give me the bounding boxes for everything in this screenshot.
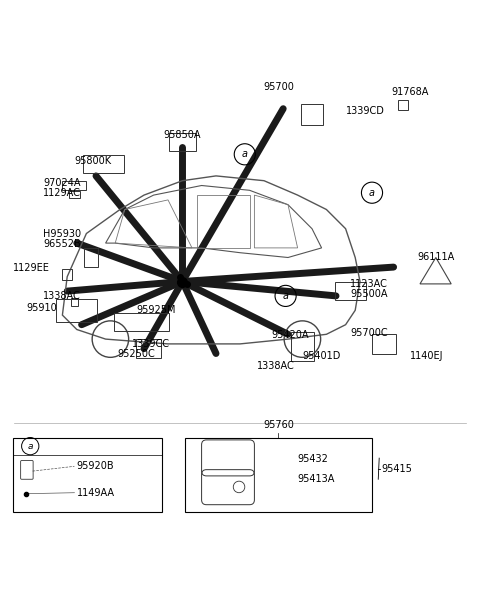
Text: a: a — [369, 188, 375, 198]
Text: 95401D: 95401D — [302, 351, 341, 360]
Text: 95700: 95700 — [263, 82, 294, 92]
Text: 97024A: 97024A — [43, 178, 81, 188]
Text: 1123AC: 1123AC — [350, 279, 388, 289]
Bar — [185, 437, 372, 512]
Text: 1149AA: 1149AA — [77, 488, 115, 498]
Text: 95700C: 95700C — [350, 328, 388, 338]
Text: 95250C: 95250C — [118, 349, 156, 359]
Text: H95930: H95930 — [43, 229, 81, 240]
Text: 95500A: 95500A — [350, 289, 388, 299]
Text: 95432: 95432 — [298, 454, 328, 464]
Text: 95413A: 95413A — [298, 474, 335, 485]
Bar — [13, 437, 162, 512]
Text: 96552B: 96552B — [43, 240, 81, 249]
Text: 95800K: 95800K — [74, 156, 111, 166]
Text: 91768A: 91768A — [392, 87, 429, 97]
Text: a: a — [283, 291, 288, 301]
Text: 95420A: 95420A — [271, 330, 309, 340]
Text: 95925M: 95925M — [137, 305, 176, 315]
Text: a: a — [242, 149, 248, 159]
Text: 95760: 95760 — [263, 420, 294, 430]
Text: a: a — [27, 442, 33, 451]
Text: 1339CC: 1339CC — [132, 338, 170, 349]
Text: 1339CD: 1339CD — [346, 106, 384, 116]
Text: 1338AC: 1338AC — [257, 361, 295, 371]
Text: 95920B: 95920B — [77, 461, 114, 471]
Text: 96111A: 96111A — [418, 252, 455, 262]
Text: 1338AC: 1338AC — [43, 291, 81, 301]
Text: 95850A: 95850A — [164, 130, 201, 140]
Text: 1129EE: 1129EE — [13, 263, 50, 273]
Text: 1140EJ: 1140EJ — [410, 351, 444, 360]
Text: 95910: 95910 — [26, 302, 57, 313]
Text: 95415: 95415 — [382, 464, 412, 474]
Text: 1129AC: 1129AC — [43, 188, 81, 199]
